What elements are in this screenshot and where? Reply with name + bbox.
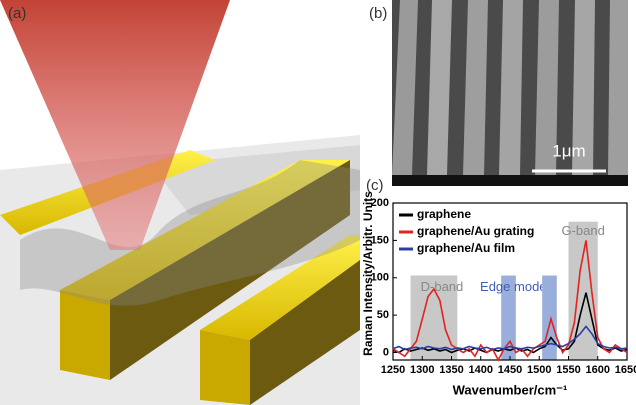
y-tick-label: 0 [383,346,389,358]
x-tick-label: 1250 [381,364,405,376]
legend-label: graphene/Au grating [417,224,534,238]
band-label: G-band [561,223,604,238]
illustration [0,0,360,405]
figure: 1μm (a) (b) (c) D-bandEdge modesG-band12… [0,0,636,405]
legend-label: graphene/Au film [417,241,515,255]
x-tick-label: 1550 [556,364,580,376]
scale-bar-label: 1μm [552,141,585,160]
panel-label: (a) [8,5,26,22]
legend-label: graphene [417,207,471,221]
x-tick-label: 1350 [439,364,463,376]
panel-label: (b) [369,5,387,22]
y-axis-label: Raman Intensity/Arbitr. Units [361,191,375,356]
x-tick-label: 1600 [586,364,610,376]
x-tick-label: 1400 [469,364,493,376]
sem-image: 1μm [392,0,628,186]
x-tick-label: 1450 [498,364,522,376]
band-label: D-band [421,279,464,294]
y-tick-label: 50 [377,309,389,321]
x-tick-label: 1300 [410,364,434,376]
x-tick-label: 1500 [527,364,551,376]
x-axis-label: Wavenumber/cm⁻¹ [453,382,568,397]
